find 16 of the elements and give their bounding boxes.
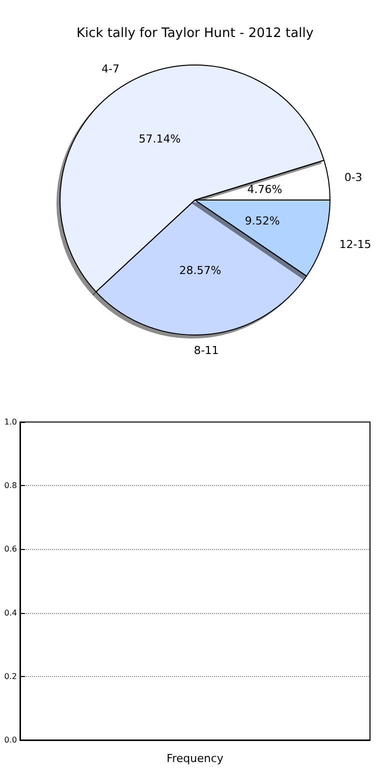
data-label: 4.76% [247, 182, 282, 196]
chart-title: Kick tally for Taylor Hunt - 2012 tally [76, 26, 314, 41]
y-tick-label: 0.6 [4, 544, 17, 554]
y-tick-label: 0.2 [4, 672, 17, 681]
slice-label: 8-11 [194, 344, 219, 358]
x-axis-title: Frequency [166, 752, 224, 765]
data-label: 9.52% [244, 214, 280, 228]
data-label: 57.14% [138, 132, 181, 146]
data-label: 28.57% [179, 264, 222, 277]
slice-label: 12-15 [339, 238, 372, 251]
slice-label: 4-7 [102, 62, 120, 76]
y-tick-label: 0.8 [4, 481, 17, 490]
y-tick-label: 0.4 [4, 608, 17, 618]
y-tick-label: 1.0 [4, 418, 17, 426]
slice-label: 0-3 [344, 171, 362, 184]
y-tick-label: 0.0 [4, 736, 17, 744]
